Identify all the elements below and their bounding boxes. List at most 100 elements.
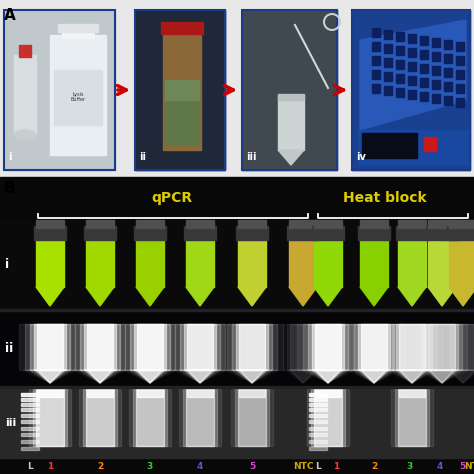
Text: 3: 3	[407, 462, 413, 471]
Polygon shape	[398, 287, 426, 306]
Polygon shape	[307, 370, 349, 383]
Bar	[221, 324, 283, 370]
Bar	[432, 80, 440, 89]
Bar	[429, 324, 455, 370]
Bar	[183, 389, 217, 446]
Bar	[84, 226, 116, 240]
Bar	[387, 324, 437, 370]
Text: Lysis
Buffer: Lysis Buffer	[71, 91, 86, 102]
Bar	[399, 324, 425, 370]
Bar	[444, 96, 452, 105]
Polygon shape	[179, 370, 221, 383]
Bar	[87, 389, 113, 397]
Bar	[21, 433, 39, 436]
Bar	[308, 324, 348, 370]
Bar	[395, 389, 429, 446]
Bar	[75, 324, 125, 370]
Bar	[352, 10, 470, 170]
Bar	[21, 392, 39, 396]
Bar	[360, 220, 388, 228]
Bar	[137, 389, 163, 397]
Text: ii: ii	[139, 152, 146, 162]
Text: 4: 4	[197, 462, 203, 471]
Text: L: L	[27, 462, 33, 471]
Polygon shape	[129, 370, 171, 383]
Bar	[186, 238, 214, 287]
Bar	[297, 324, 359, 370]
Bar	[136, 238, 164, 287]
Text: iii: iii	[246, 152, 256, 162]
Text: 5: 5	[249, 462, 255, 471]
Polygon shape	[426, 370, 458, 383]
Bar	[456, 84, 464, 93]
Bar	[362, 133, 417, 158]
Bar	[80, 324, 120, 370]
Bar	[411, 324, 473, 370]
Bar	[408, 34, 416, 43]
Polygon shape	[34, 370, 66, 383]
Bar	[238, 220, 266, 228]
Bar	[21, 398, 39, 401]
Polygon shape	[84, 370, 116, 383]
Bar	[21, 402, 39, 406]
Bar	[119, 324, 181, 370]
Bar	[79, 389, 121, 446]
Bar	[0, 220, 474, 310]
Bar	[21, 427, 39, 430]
Bar	[227, 324, 277, 370]
Bar	[239, 389, 265, 397]
Polygon shape	[184, 370, 216, 383]
Bar	[309, 398, 327, 401]
Polygon shape	[360, 287, 388, 306]
Bar	[242, 10, 337, 170]
Bar	[50, 35, 106, 155]
Bar	[447, 226, 474, 240]
Bar	[420, 64, 428, 73]
Polygon shape	[278, 150, 304, 165]
Bar	[384, 72, 392, 81]
Polygon shape	[23, 370, 77, 383]
Bar	[314, 220, 342, 228]
Bar	[239, 324, 265, 370]
Bar	[396, 74, 404, 83]
Bar	[129, 389, 171, 446]
Bar	[372, 70, 380, 79]
Text: 5: 5	[459, 462, 465, 471]
Bar	[420, 78, 428, 87]
Bar	[449, 220, 474, 228]
Polygon shape	[361, 370, 387, 383]
Text: 3: 3	[147, 462, 153, 471]
Polygon shape	[136, 287, 164, 306]
Bar	[86, 238, 114, 287]
Polygon shape	[301, 370, 355, 383]
Bar	[314, 389, 342, 446]
Text: NTC: NTC	[464, 462, 474, 471]
Bar	[408, 48, 416, 57]
Bar	[444, 82, 452, 91]
Bar	[0, 309, 474, 311]
Polygon shape	[86, 287, 114, 306]
Bar	[133, 389, 167, 446]
Bar	[0, 310, 474, 387]
Bar	[456, 98, 464, 107]
Polygon shape	[87, 370, 113, 383]
Bar	[186, 389, 214, 446]
Bar	[309, 440, 327, 443]
Bar	[408, 90, 416, 99]
Bar	[391, 389, 433, 446]
Bar	[187, 389, 213, 397]
Bar	[432, 94, 440, 103]
Polygon shape	[236, 370, 268, 383]
Bar	[372, 84, 380, 93]
Bar	[426, 324, 458, 370]
Bar	[287, 226, 319, 240]
Bar	[309, 427, 327, 430]
Bar	[309, 420, 327, 423]
Bar	[62, 28, 94, 38]
Polygon shape	[449, 287, 474, 306]
Bar	[134, 324, 166, 370]
Bar	[428, 220, 456, 228]
Polygon shape	[231, 370, 273, 383]
Bar	[69, 324, 131, 370]
Bar	[21, 414, 39, 417]
